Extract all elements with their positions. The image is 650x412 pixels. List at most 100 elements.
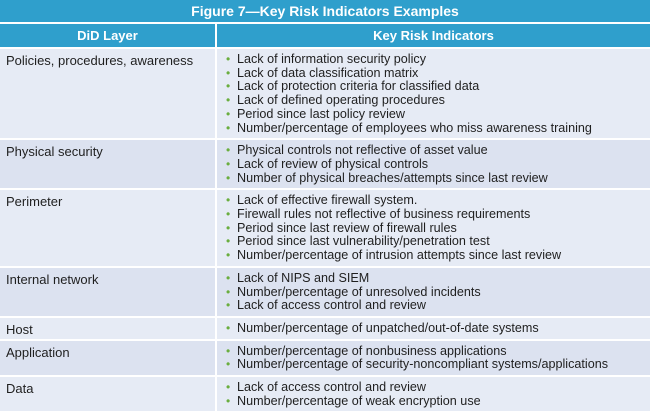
indicator-text: Lack of NIPS and SIEM <box>237 270 370 285</box>
indicator-item: • Number/percentage of unpatched/out-of-d… <box>225 320 650 336</box>
bullet-dot-icon: • <box>226 270 231 285</box>
indicator-text: Lack of access control and review <box>237 298 426 313</box>
indicator-item: • Lack of access control and review <box>225 298 650 313</box>
indicator-text: Number/percentage of unpatched/out-of-da… <box>237 320 539 335</box>
indicator-text: Lack of information security policy <box>237 52 426 66</box>
bullet-dot-icon: • <box>226 193 231 208</box>
indicator-list: • Lack of effective firewall system. • Fire… <box>225 193 650 263</box>
bullet-dot-icon: • <box>226 170 231 185</box>
indicator-text: Number/percentage of employees who miss … <box>237 120 592 135</box>
bullet-dot-icon: • <box>226 220 231 235</box>
table-row: Perimeter • Lack of effective firewall sys… <box>0 188 650 267</box>
kri-table: DiD Layer Key Risk Indicators Policies, … <box>0 22 650 412</box>
indicator-item: • Number/percentage of intrusion attempts… <box>225 248 650 263</box>
table-header-row: DiD Layer Key Risk Indicators <box>0 22 650 48</box>
bullet-dot-icon: • <box>226 143 231 158</box>
bullet-dot-icon: • <box>226 65 231 80</box>
indicator-item: • Physical controls not reflective of ass… <box>225 143 650 158</box>
bullet-dot-icon: • <box>226 79 231 94</box>
indicator-item: • Period since last policy review <box>225 106 650 122</box>
bullet-dot-icon: • <box>226 320 231 335</box>
indicator-list: • Lack of access control and review • Numbe… <box>225 380 650 409</box>
bullet-dot-icon: • <box>226 52 231 66</box>
indicator-item: • Lack of data classification matrix <box>225 65 650 81</box>
indicator-item: • Number/percentage of weak encryption us… <box>225 393 650 409</box>
bullet-dot-icon: • <box>226 93 231 108</box>
bullet-dot-icon: • <box>226 234 231 249</box>
layer-cell: Perimeter <box>0 188 217 267</box>
bullet-dot-icon: • <box>226 298 231 313</box>
bullet-dot-icon: • <box>226 248 231 263</box>
bullet-dot-icon: • <box>226 393 231 408</box>
layer-cell: Policies, procedures, awareness <box>0 46 217 140</box>
table-row: Internal network • Lack of NIPS and SIEM • N… <box>0 265 650 317</box>
indicators-cell: • Lack of access control and review • Numbe… <box>216 375 650 412</box>
figure-title: Figure 7—Key Risk Indicators Examples <box>0 0 650 22</box>
layer-cell: Application <box>0 338 217 377</box>
indicator-item: • Lack of review of physical controls <box>225 156 650 172</box>
indicator-item: • Lack of access control and review <box>225 380 650 395</box>
indicator-text: Period since last policy review <box>237 106 405 121</box>
indicator-list: • Number/percentage of unpatched/out-of-d… <box>225 320 650 336</box>
table-row: Data • Lack of access control and review • N… <box>0 375 650 412</box>
indicator-list: • Number/percentage of nonbusiness applic… <box>225 343 650 372</box>
layer-cell: Host <box>0 315 217 340</box>
layer-cell: Data <box>0 375 217 412</box>
table-row: Host • Number/percentage of unpatched/out-… <box>0 315 650 340</box>
bullet-dot-icon: • <box>226 156 231 171</box>
indicator-item: • Lack of effective firewall system. <box>225 193 650 208</box>
indicator-list: • Physical controls not reflective of ass… <box>225 143 650 186</box>
indicator-text: Number/percentage of intrusion attempts … <box>237 248 562 263</box>
indicator-item: • Lack of defined operating procedures <box>225 93 650 108</box>
indicator-text: Firewall rules not reflective of busines… <box>237 207 531 222</box>
column-header-key-risk-indicators: Key Risk Indicators <box>216 22 650 48</box>
table-row: Application • Number/percentage of nonbusi… <box>0 338 650 377</box>
indicator-text: Lack of effective firewall system. <box>237 193 418 208</box>
bullet-dot-icon: • <box>226 357 231 372</box>
column-header-did-layer: DiD Layer <box>0 22 217 48</box>
indicator-item: • Number of physical breaches/attempts si… <box>225 170 650 186</box>
indicator-text: Period since last vulnerability/penetrat… <box>237 234 490 249</box>
indicator-list: • Lack of information security policy • Lac… <box>225 52 650 136</box>
indicator-text: Number/percentage of security-noncomplia… <box>237 357 608 372</box>
indicators-cell: • Number/percentage of unpatched/out-of-d… <box>216 315 650 340</box>
indicators-cell: • Lack of effective firewall system. • Fire… <box>216 188 650 267</box>
indicator-text: Number/percentage of weak encryption use <box>237 393 481 408</box>
table-row: Physical security • Physical controls not … <box>0 138 650 190</box>
indicator-text: Number of physical breaches/attempts sin… <box>237 170 548 185</box>
indicator-text: Lack of review of physical controls <box>237 156 429 171</box>
indicator-item: • Lack of information security policy <box>225 52 650 67</box>
bullet-dot-icon: • <box>226 120 231 135</box>
indicator-list: • Lack of NIPS and SIEM • Number/percentage… <box>225 270 650 313</box>
indicator-text: Lack of access control and review <box>237 380 426 395</box>
indicators-cell: • Physical controls not reflective of ass… <box>216 138 650 190</box>
indicators-cell: • Number/percentage of nonbusiness applic… <box>216 338 650 377</box>
indicator-text: Lack of protection criteria for classifi… <box>237 79 480 94</box>
indicator-text: Number/percentage of nonbusiness applica… <box>237 343 507 358</box>
indicator-text: Lack of defined operating procedures <box>237 93 445 108</box>
layer-cell: Physical security <box>0 138 217 190</box>
bullet-dot-icon: • <box>226 106 231 121</box>
layer-cell: Internal network <box>0 265 217 317</box>
indicators-cell: • Lack of information security policy • Lac… <box>216 46 650 140</box>
indicator-item: • Firewall rules not reflective of busine… <box>225 207 650 222</box>
indicator-item: • Number/percentage of security-noncompli… <box>225 358 650 372</box>
indicator-item: • Period since last review of firewall ru… <box>225 220 650 236</box>
table-row: Policies, procedures, awareness • Lack of … <box>0 46 650 140</box>
indicator-text: Lack of data classification matrix <box>237 65 419 80</box>
indicator-text: Number/percentage of unresolved incident… <box>237 284 481 299</box>
indicator-text: Period since last review of firewall rul… <box>237 220 457 235</box>
indicator-item: • Number/percentage of employees who miss… <box>225 120 650 136</box>
indicator-text: Physical controls not reflective of asse… <box>237 143 488 158</box>
indicator-item: • Lack of protection criteria for classif… <box>225 80 650 94</box>
indicator-item: • Period since last vulnerability/penetra… <box>225 235 650 249</box>
indicators-cell: • Lack of NIPS and SIEM • Number/percentage… <box>216 265 650 317</box>
indicator-item: • Number/percentage of unresolved inciden… <box>225 284 650 300</box>
bullet-dot-icon: • <box>226 207 231 222</box>
bullet-dot-icon: • <box>226 284 231 299</box>
indicator-item: • Number/percentage of nonbusiness applic… <box>225 343 650 359</box>
bullet-dot-icon: • <box>226 343 231 358</box>
indicator-item: • Lack of NIPS and SIEM <box>225 270 650 286</box>
bullet-dot-icon: • <box>226 380 231 395</box>
